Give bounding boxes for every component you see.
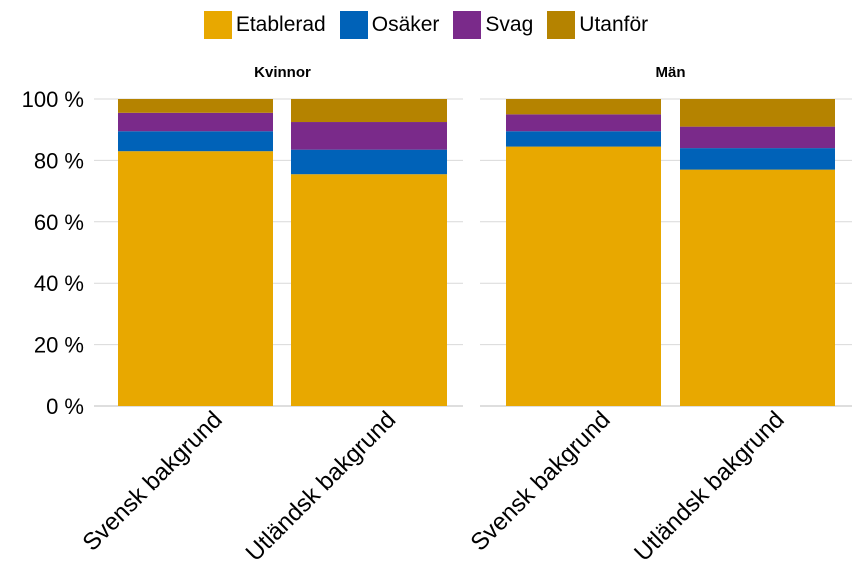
legend-item-etablerad: Etablerad	[203, 11, 326, 39]
bar-kvinnor-svensk-bakgrund-osaker	[118, 131, 273, 152]
y-tick-label: 80 %	[34, 148, 84, 173]
y-tick-label: 20 %	[34, 333, 84, 358]
bar-kvinnor-svensk-bakgrund-etablerad	[118, 151, 273, 406]
chart-legend: Etablerad Osäker Svag Utanför	[0, 10, 852, 40]
bar-man-utlandsk-bakgrund-etablerad	[680, 169, 835, 406]
x-tick-label-kvinnor-utlandsk-bakgrund: Utländsk bakgrund	[241, 406, 402, 567]
legend-label-utanfor: Utanför	[579, 13, 649, 36]
y-tick-label: 40 %	[34, 271, 84, 296]
legend-item-utanfor: Utanför	[547, 11, 648, 39]
panel-title-man: Män	[656, 64, 686, 81]
bar-kvinnor-svensk-bakgrund-utanfor	[118, 99, 273, 113]
y-tick-label: 100 %	[22, 87, 84, 112]
bar-kvinnor-svensk-bakgrund-svag	[118, 112, 273, 132]
legend-swatch-osaker	[339, 11, 368, 39]
bar-kvinnor-utlandsk-bakgrund-osaker	[291, 149, 447, 175]
legend-swatch-svag	[453, 11, 482, 39]
legend-label-etablerad: Etablerad	[235, 13, 326, 36]
bar-man-svensk-bakgrund-etablerad	[506, 146, 661, 406]
legend-item-osaker: Osäker	[339, 11, 440, 39]
y-tick-label: 60 %	[34, 210, 84, 235]
bar-kvinnor-utlandsk-bakgrund-etablerad	[291, 174, 447, 406]
bar-kvinnor-utlandsk-bakgrund-svag	[291, 122, 447, 150]
bar-kvinnor-utlandsk-bakgrund-utanfor	[291, 99, 447, 123]
legend-swatch-etablerad	[203, 11, 232, 39]
legend-label-svag: Svag	[485, 13, 534, 36]
bar-man-utlandsk-bakgrund-osaker	[680, 148, 835, 170]
bar-man-utlandsk-bakgrund-svag	[680, 126, 835, 149]
bar-man-utlandsk-bakgrund-utanfor	[680, 99, 835, 127]
legend-label-osaker: Osäker	[371, 13, 440, 36]
y-tick-label: 0 %	[46, 394, 84, 419]
bar-man-svensk-bakgrund-utanfor	[506, 99, 661, 115]
bar-man-svensk-bakgrund-svag	[506, 114, 661, 132]
panel-title-kvinnor: Kvinnor	[254, 64, 311, 81]
x-tick-label-man-utlandsk-bakgrund: Utländsk bakgrund	[629, 406, 790, 567]
legend-swatch-utanfor	[547, 11, 576, 39]
legend-item-svag: Svag	[453, 11, 533, 39]
bar-man-svensk-bakgrund-osaker	[506, 131, 661, 147]
x-tick-label-man-svensk-bakgrund: Svensk bakgrund	[466, 406, 616, 556]
x-tick-label-kvinnor-svensk-bakgrund: Svensk bakgrund	[78, 406, 228, 556]
